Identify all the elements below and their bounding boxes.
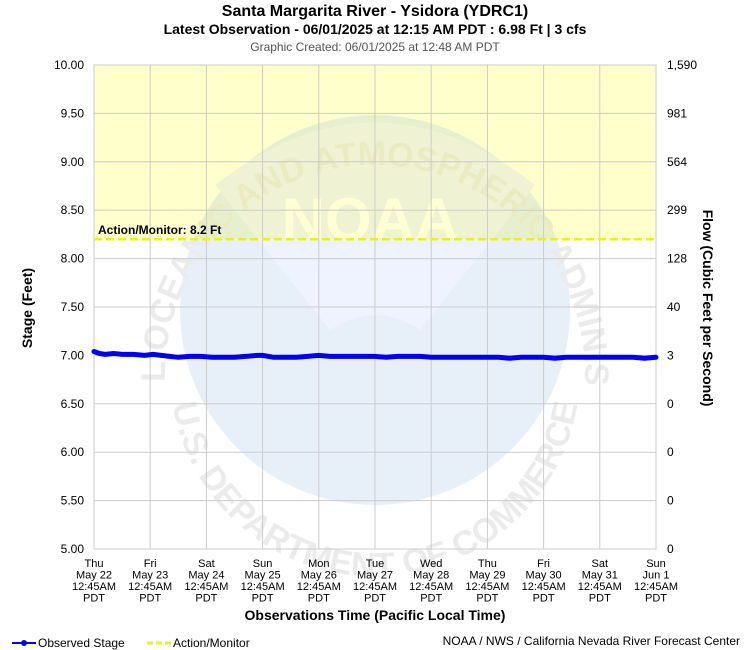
x-tick-label: 12:45AM xyxy=(409,581,453,593)
legend: Observed Stage Action/Monitor xyxy=(12,636,250,650)
x-tick-label: PDT xyxy=(195,593,217,605)
y-tick-label: 9.00 xyxy=(61,155,85,169)
y2-tick-label: 981 xyxy=(667,106,687,120)
x-tick-label: May 27 xyxy=(357,570,393,582)
x-tick-label: May 31 xyxy=(582,570,618,582)
x-tick-label: PDT xyxy=(364,593,386,605)
y2-tick-label: 1,590 xyxy=(667,58,697,72)
x-tick-label: May 28 xyxy=(413,570,449,582)
x-tick-label: Sun xyxy=(253,558,273,570)
x-tick-label: May 23 xyxy=(132,570,168,582)
x-tick-label: 12:45AM xyxy=(634,581,678,593)
action-monitor-label: Action/Monitor: 8.2 Ft xyxy=(98,223,221,237)
x-tick-label: PDT xyxy=(252,593,274,605)
x-tick-label: May 22 xyxy=(76,570,112,582)
x-tick-label: Jun 1 xyxy=(643,570,670,582)
x-tick-label: PDT xyxy=(308,593,330,605)
x-tick-label: PDT xyxy=(533,593,555,605)
y-tick-label: 6.50 xyxy=(61,397,85,411)
legend-stage-label: Observed Stage xyxy=(38,636,125,650)
x-tick-label: 12:45AM xyxy=(184,581,228,593)
y2-axis-label: Flow (Cubic Feet per Second) xyxy=(700,210,716,407)
x-tick-label: 12:45AM xyxy=(297,581,341,593)
x-tick-label: Mon xyxy=(308,558,329,570)
y-tick-label: 10.00 xyxy=(54,58,84,72)
x-tick-label: PDT xyxy=(645,593,667,605)
chart-title: Santa Margarita River - Ysidora (YDRC1) xyxy=(222,3,528,20)
y2-tick-label: 564 xyxy=(667,155,687,169)
y2-tick-label: 128 xyxy=(667,252,687,266)
x-tick-label: 12:45AM xyxy=(522,581,566,593)
x-tick-label: PDT xyxy=(420,593,442,605)
y-tick-label: 6.00 xyxy=(61,445,85,459)
x-tick-label: PDT xyxy=(589,593,611,605)
y-tick-label: 7.50 xyxy=(61,300,85,314)
x-tick-label: Sat xyxy=(198,558,215,570)
x-tick-label: May 24 xyxy=(188,570,224,582)
y-tick-label: 9.50 xyxy=(61,106,85,120)
grid-lines xyxy=(93,64,657,550)
x-tick-label: Fri xyxy=(144,558,157,570)
y-axis-left: 10.00 9.50 9.00 8.50 8.00 7.50 7.00 6.50 6.00 5.5… xyxy=(54,58,84,556)
x-tick-label: May 29 xyxy=(469,570,505,582)
x-tick-label: Sat xyxy=(592,558,609,570)
graphic-created-text: Graphic Created: 06/01/2025 at 12:48 AM … xyxy=(250,40,500,54)
y2-tick-label: 40 xyxy=(667,300,681,314)
credit-text: NOAA / NWS / California Nevada River For… xyxy=(443,634,740,648)
x-tick-label: Wed xyxy=(420,558,442,570)
x-tick-label: PDT xyxy=(476,593,498,605)
y2-tick-label: 0 xyxy=(667,494,674,508)
y-axis-right: 1,590 981 564 299 128 40 3 0 0 0 0 xyxy=(667,58,697,556)
y2-tick-label: 299 xyxy=(667,203,687,217)
x-tick-label: May 26 xyxy=(301,570,337,582)
chart-subtitle: Latest Observation - 06/01/2025 at 12:15… xyxy=(164,21,587,37)
y2-tick-label: 0 xyxy=(667,445,674,459)
x-tick-label: May 30 xyxy=(526,570,562,582)
observed-stage-series xyxy=(91,349,659,361)
x-tick-label: 12:45AM xyxy=(465,581,509,593)
x-tick-label: 12:45AM xyxy=(578,581,622,593)
watermark-logo-text: NOAA xyxy=(282,186,459,253)
x-tick-label: Fri xyxy=(537,558,550,570)
y-axis-label: Stage (Feet) xyxy=(19,268,35,348)
x-tick-label: PDT xyxy=(83,593,105,605)
y2-tick-label: 3 xyxy=(667,348,674,362)
x-tick-label: 12:45AM xyxy=(72,581,116,593)
x-tick-label: PDT xyxy=(139,593,161,605)
y2-tick-label: 0 xyxy=(667,542,674,556)
x-tick-label: May 25 xyxy=(245,570,281,582)
x-tick-label: Thu xyxy=(85,558,104,570)
x-tick-label: Sun xyxy=(646,558,666,570)
y-tick-label: 7.00 xyxy=(61,348,85,362)
legend-action-label: Action/Monitor xyxy=(173,636,250,650)
x-tick-label: 12:45AM xyxy=(241,581,285,593)
y-tick-label: 5.50 xyxy=(61,494,85,508)
x-tick-label: Tue xyxy=(366,558,385,570)
x-tick-label: 12:45AM xyxy=(128,581,172,593)
y-tick-label: 5.00 xyxy=(61,542,85,556)
y-tick-label: 8.50 xyxy=(61,203,85,217)
x-tick-label: Thu xyxy=(478,558,497,570)
x-tick-label: 12:45AM xyxy=(353,581,397,593)
x-axis-label: Observations Time (Pacific Local Time) xyxy=(245,607,506,623)
legend-stage-marker xyxy=(21,640,27,646)
y-tick-label: 8.00 xyxy=(61,252,85,266)
y2-tick-label: 0 xyxy=(667,397,674,411)
